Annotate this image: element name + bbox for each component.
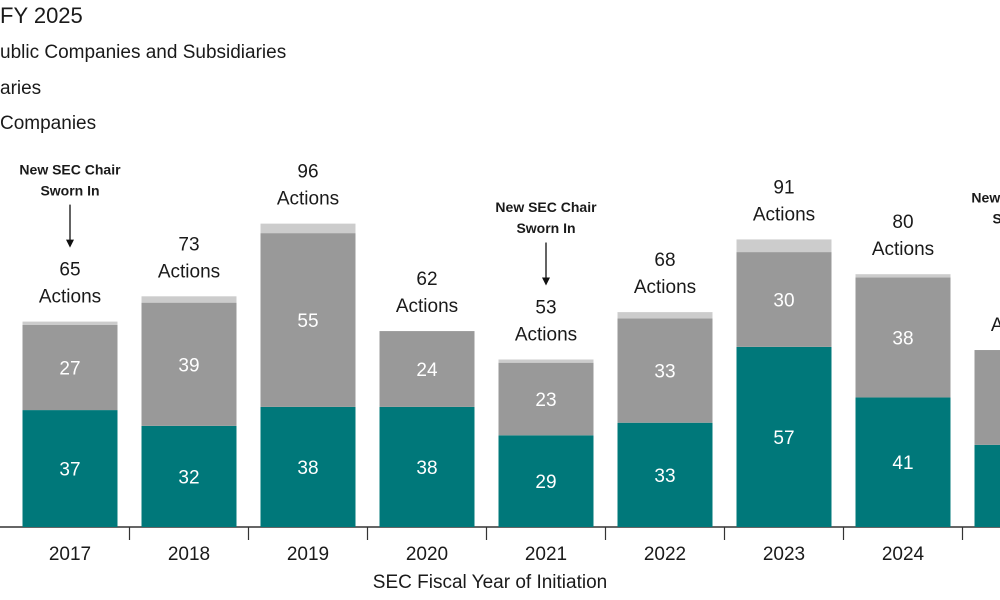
bar-segment xyxy=(141,302,237,426)
total-label: 65 xyxy=(59,260,80,281)
bar-segment xyxy=(141,296,237,303)
value-label: 24 xyxy=(416,360,438,381)
value-label: 55 xyxy=(297,311,318,332)
total-label: 62 xyxy=(416,269,437,290)
total-unit: Actions xyxy=(872,239,934,260)
total-unit: Actions xyxy=(158,261,220,282)
annotation: New SEC Chair xyxy=(971,190,1000,206)
bar-segment xyxy=(498,362,594,436)
bar-segment xyxy=(22,410,118,527)
annotation: New SEC Chair xyxy=(495,199,597,215)
value-label: 39 xyxy=(178,355,199,376)
chart-title: FY 2025 xyxy=(0,3,83,28)
total-unit: Actions xyxy=(991,315,1000,336)
bar-segment xyxy=(498,435,594,527)
x-tick-label: 2022 xyxy=(644,544,686,565)
bar-segment xyxy=(855,397,951,527)
bar-segment xyxy=(617,422,713,527)
bar-segment xyxy=(855,274,951,278)
bar-segment xyxy=(260,233,356,407)
x-tick-label: 2017 xyxy=(49,544,91,565)
legend-label: aries xyxy=(0,78,41,99)
legend-label: ublic Companies and Subsidiaries xyxy=(0,42,286,63)
x-tick-label: 2018 xyxy=(168,544,210,565)
value-label: 38 xyxy=(416,458,437,479)
annotation: Sworn In xyxy=(40,182,99,198)
bar-segment xyxy=(736,346,832,527)
bar-segment xyxy=(141,425,237,527)
bar-segment xyxy=(260,406,356,527)
bar-segment xyxy=(498,359,594,363)
value-label: 38 xyxy=(297,458,318,479)
bar-segment xyxy=(974,350,1000,445)
annotation: Sworn In xyxy=(992,211,1000,227)
bar-segment xyxy=(22,321,118,325)
value-label: 38 xyxy=(892,328,913,349)
bar-segment xyxy=(379,406,475,527)
value-label: 23 xyxy=(535,390,556,411)
x-tick-label: 2023 xyxy=(763,544,805,565)
bar-segment xyxy=(617,312,713,319)
annotation: New SEC Chair xyxy=(19,161,121,177)
total-unit: Actions xyxy=(277,189,339,210)
total-unit: Actions xyxy=(634,277,696,298)
bar-segment xyxy=(736,239,832,253)
legend-label: Companies xyxy=(0,113,96,134)
value-label: 27 xyxy=(59,358,80,379)
total-label: 53 xyxy=(535,298,556,319)
bar-segment xyxy=(379,331,475,407)
total-label: 91 xyxy=(773,177,794,198)
total-label: 96 xyxy=(297,162,318,183)
bar-segment xyxy=(22,324,118,411)
total-unit: Actions xyxy=(515,325,577,346)
total-label: 80 xyxy=(892,212,913,233)
total-unit: Actions xyxy=(396,296,458,317)
value-label: 37 xyxy=(59,460,80,481)
annotation-arrowhead xyxy=(542,277,550,286)
value-label: 33 xyxy=(654,466,675,487)
annotation: Sworn In xyxy=(516,220,575,236)
value-label: 30 xyxy=(773,290,794,311)
value-label: 33 xyxy=(654,362,675,383)
bar-segment xyxy=(855,277,951,398)
x-tick-label: 2020 xyxy=(406,544,448,565)
total-label: 73 xyxy=(178,234,199,255)
bar-segment xyxy=(736,252,832,347)
value-label: 57 xyxy=(773,428,794,449)
bar-segment xyxy=(617,318,713,423)
x-axis-title: SEC Fiscal Year of Initiation xyxy=(373,572,607,593)
total-unit: Actions xyxy=(753,204,815,225)
x-tick-label: 2019 xyxy=(287,544,329,565)
annotation-arrowhead xyxy=(66,239,74,248)
value-label: 32 xyxy=(178,467,199,488)
bar-segment xyxy=(974,444,1000,527)
x-tick-label: 2021 xyxy=(525,544,567,565)
total-label: 68 xyxy=(654,250,675,271)
value-label: 41 xyxy=(892,453,913,474)
bar-segment xyxy=(260,223,356,234)
total-unit: Actions xyxy=(39,287,101,308)
x-tick-label: 2024 xyxy=(882,544,925,565)
value-label: 29 xyxy=(535,472,556,493)
